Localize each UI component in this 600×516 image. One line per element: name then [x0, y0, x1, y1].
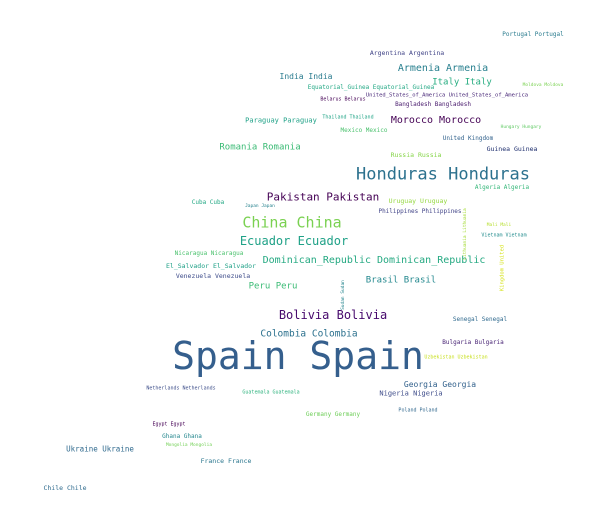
- word-poland: Poland Poland: [398, 407, 438, 414]
- word-morocco: Morocco Morocco: [390, 115, 482, 126]
- word-nicaragua: Nicaragua Nicaragua: [174, 250, 244, 257]
- word-paraguay: Paraguay Paraguay: [245, 116, 317, 125]
- word-pakistan: Pakistan Pakistan: [266, 190, 380, 204]
- word-mali: Mali Mali: [486, 222, 512, 228]
- word-moldova: Moldova Moldova: [522, 82, 564, 88]
- word-india: India India: [279, 72, 333, 81]
- word-bolivia: Bolivia Bolivia: [278, 308, 388, 322]
- word-bulgaria: Bulgaria Bulgaria: [442, 339, 504, 346]
- word-romania: Romania Romania: [219, 142, 301, 153]
- word-germany: Germany Germany: [305, 411, 361, 418]
- word-russia: Russia Russia: [390, 150, 442, 159]
- word-colombia: Colombia Colombia: [260, 328, 358, 340]
- word-guinea: Guinea Guinea: [486, 144, 538, 153]
- word-egypt: Egypt Egypt: [152, 421, 186, 428]
- word-portugal: Portugal Portugal: [502, 31, 564, 38]
- word-georgia: Georgia Georgia: [403, 380, 477, 389]
- word-venezuela: Venezuela Venezuela: [175, 271, 251, 280]
- word-usa: United_States_of_America United_States_o…: [365, 92, 529, 99]
- word-kingdom-united: Kingdom United: [499, 244, 506, 292]
- word-peru: Peru Peru: [248, 281, 298, 292]
- word-ecuador: Ecuador Ecuador: [239, 234, 349, 248]
- word-ghana: Ghana Ghana: [162, 433, 202, 440]
- word-brasil: Brasil Brasil: [365, 275, 437, 286]
- word-japan: Japan Japan: [245, 203, 275, 209]
- word-bangladesh: Bangladesh Bangladesh: [395, 101, 471, 108]
- word-lithuania: Lithuania Lithuania: [462, 208, 468, 260]
- word-dominican-republic: Dominican_Republic Dominican_Republic: [262, 255, 486, 266]
- word-cuba: Cuba Cuba: [191, 199, 225, 206]
- word-equatorial-guinea: Equatorial_Guinea Equatorial_Guinea: [307, 84, 435, 91]
- word-italy: Italy Italy: [432, 77, 492, 88]
- word-senegal: Senegal Senegal: [452, 316, 508, 323]
- word-uruguay: Uruguay Uruguay: [388, 196, 448, 205]
- word-united-kingdom: United Kingdom: [442, 135, 494, 142]
- word-france: France France: [200, 456, 252, 465]
- word-argentina: Argentina Argentina: [369, 48, 445, 57]
- word-el-salvador: El_Salvador El_Salvador: [165, 261, 257, 270]
- word-ukraine: Ukraine Ukraine: [66, 444, 134, 454]
- word-guatemala: Guatemala Guatemala: [242, 389, 300, 396]
- word-china: China China: [242, 213, 342, 232]
- word-uzbekistan: Uzbekistan Uzbekistan: [424, 354, 488, 361]
- word-spain: Spain Spain: [172, 334, 424, 378]
- word-honduras: Honduras Honduras: [356, 164, 530, 185]
- word-netherlands: Netherlands Netherlands: [146, 385, 216, 392]
- word-philippines: Philippines Philippines: [378, 208, 462, 215]
- word-belarus: Belarus Belarus: [320, 96, 366, 103]
- word-armenia: Armenia Armenia: [397, 63, 489, 74]
- word-mongolia: Mongolia Mongolia: [165, 442, 213, 448]
- word-chile: Chile Chile: [43, 483, 87, 492]
- word-mexico: Mexico Mexico: [340, 127, 388, 134]
- word-hungary: Hungary Hungary: [500, 124, 542, 130]
- word-vietnam: Vietnam Vietnam: [481, 232, 527, 239]
- word-nigeria: Nigeria Nigeria: [379, 389, 443, 398]
- word-sudan: Sudan Sudan: [340, 280, 346, 310]
- word-thailand: Thailand Thailand: [322, 114, 374, 121]
- word-algeria: Algeria Algeria: [474, 184, 530, 191]
